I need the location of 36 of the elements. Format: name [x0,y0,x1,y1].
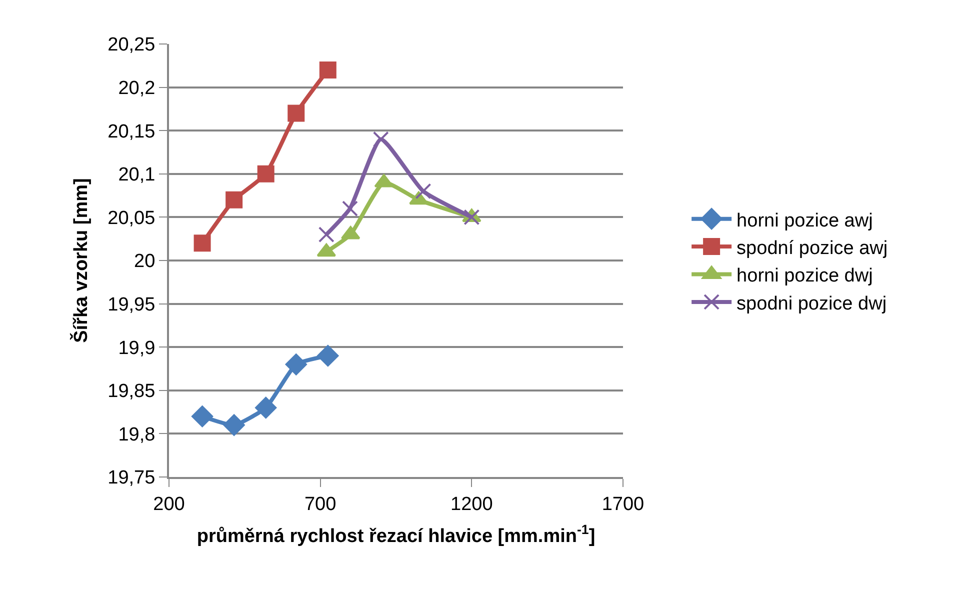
legend-label: spodní pozice awj [736,238,888,259]
point [257,165,274,182]
point [255,396,277,418]
y-axis-title: Šířka vzorku [mm] [69,178,92,343]
x-tick-label: 1700 [602,494,644,515]
legend-label: horni pozice dwj [736,266,873,287]
x-tick-label: 1200 [450,494,493,515]
point [317,345,339,367]
point [194,234,211,252]
legend-label: spodni pozice dwj [736,293,887,314]
point [192,406,214,428]
y-tick-label: 19,9 [118,338,156,359]
y-tick-label: 20,1 [118,164,156,186]
point [288,104,305,122]
legend-label: horni pozice awj [736,210,873,232]
y-tick-label: 19,95 [108,294,156,316]
y-tick-label: 19,75 [108,468,156,489]
point [464,209,480,226]
y-tick-label: 20,2 [118,78,156,99]
y-tick-label: 19,8 [118,424,156,446]
point [318,226,334,243]
point [319,61,336,78]
y-tick-label: 20,25 [108,34,156,56]
point [372,131,389,148]
x-tick-label: 200 [153,494,185,515]
point [223,414,245,436]
y-tick-label: 20 [134,251,156,272]
point [415,183,432,200]
y-tick-label: 20,05 [108,208,156,229]
point [285,354,307,376]
y-tick-label: 20,15 [108,121,156,142]
point [342,200,358,217]
x-tick-label: 700 [304,494,336,515]
y-tick-label: 19,85 [108,381,156,402]
point [226,191,243,208]
x-axis-title: průměrná rychlost řezací hlavice [mm.min$^{-1}$] [196,522,596,548]
